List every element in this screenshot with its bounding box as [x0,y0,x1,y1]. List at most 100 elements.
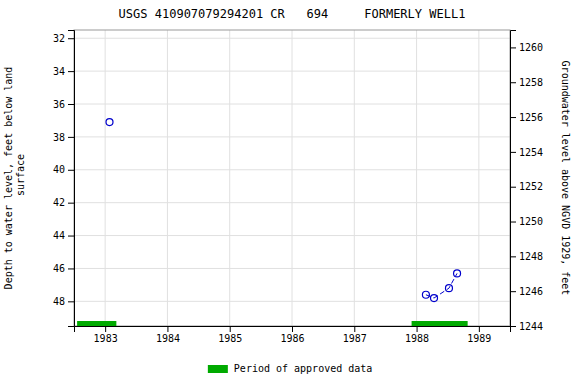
tick-mark [68,170,74,171]
tick: 1246 [510,286,543,297]
grid-line [292,30,293,326]
x-axis: 1983 1984 1985 1986 1987 1988 1989 [75,326,511,344]
tick: 1260 [510,42,543,53]
tick-label: 1984 [156,333,180,344]
grid-line [74,235,510,236]
approved-period [412,321,468,326]
grid-line [478,30,479,326]
tick-label: 1989 [467,333,491,344]
tick: 1254 [510,147,543,158]
tick: 46 [53,263,74,274]
tick: 1983 [94,326,118,344]
tick-mark [68,203,74,204]
tick-label: 42 [53,197,65,208]
tick: 1258 [510,77,543,88]
tick-label: 1988 [405,333,429,344]
tick-mark [417,326,418,332]
y-axis: 32 34 36 38 40 42 44 46 48 [53,31,75,327]
grid-line [74,301,510,302]
tick-mark [68,268,74,269]
legend-label: Period of approved data [234,363,372,374]
tick-label: 1250 [519,216,543,227]
tick-mark [510,187,516,188]
tick-label: 1260 [519,42,543,53]
tick-label: 44 [53,230,65,241]
tick: 1244 [510,321,543,332]
tick: 1985 [218,326,242,344]
legend: Period of approved data [208,363,372,374]
tick-mark [510,117,516,118]
grid-line [74,38,510,39]
tick-label: 1983 [94,333,118,344]
y2-axis: 1244 1246 1248 1250 1252 1254 1256 1258 1260 [510,31,543,332]
plot-frame [74,30,510,326]
tick-mark [167,326,168,332]
tick: 42 [53,197,74,208]
tick-mark [510,82,516,83]
grid-line [74,104,510,105]
tick-label: 38 [53,132,65,143]
tick-label: 1254 [519,147,543,158]
tick-mark [479,326,480,332]
tick-mark [68,71,74,72]
line [426,273,457,298]
tick-mark [510,256,516,257]
tick: 44 [53,230,74,241]
grid-line [74,71,510,72]
tick-mark [68,236,74,237]
tick: 1248 [510,251,543,262]
grid-line [74,268,510,269]
grid-line [105,30,106,326]
tick-label: 1256 [519,112,543,123]
tick-mark [510,152,516,153]
tick: 34 [53,66,74,77]
axis-line [68,31,75,327]
approved-period [77,321,116,326]
tick-label: 1246 [519,286,543,297]
tick: 1986 [280,326,304,344]
tick-mark [510,291,516,292]
tick-mark [68,137,74,138]
tick-label: 1248 [519,251,543,262]
tick: 1987 [343,326,367,344]
tick-label: 1985 [218,333,242,344]
tick-mark [68,38,74,39]
tick: 1256 [510,112,543,123]
tick-label: 46 [53,263,65,274]
tick-label: 1986 [280,333,304,344]
tick-label: 34 [53,66,65,77]
tick-label: 48 [53,296,65,307]
grid-line [416,30,417,326]
tick: 1984 [156,326,180,344]
grid [74,30,510,326]
tick-mark [510,222,516,223]
tick: 40 [53,164,74,175]
tick-mark [68,104,74,105]
tick-label: 1244 [519,321,543,332]
tick-label: 36 [53,99,65,110]
tick-label: 1252 [519,181,543,192]
legend-swatch [208,365,228,373]
tick: 1989 [467,326,491,344]
tick-mark [510,47,516,48]
tick-mark [510,326,516,327]
axis-line [511,31,517,327]
tick-mark [68,301,74,302]
grid-line [354,30,355,326]
y2-axis-title: Groundwater level above NGVD 1929, feet [560,61,571,296]
tick-mark [292,326,293,332]
tick: 1988 [405,326,429,344]
grid-line [74,202,510,203]
tick: 48 [53,296,74,307]
tick: 36 [53,99,74,110]
tick-label: 32 [53,33,65,44]
tick: 1250 [510,216,543,227]
title: USGS 410907079294201 CR 694 FORMERLY WEL… [119,7,466,21]
tick: 1252 [510,181,543,192]
point [106,119,113,126]
tick-label: 40 [53,164,65,175]
tick-mark [354,326,355,332]
y-axis-title: Depth to water level, feet below land su… [3,67,26,290]
tick-label: 1987 [343,333,367,344]
tick-mark [230,326,231,332]
